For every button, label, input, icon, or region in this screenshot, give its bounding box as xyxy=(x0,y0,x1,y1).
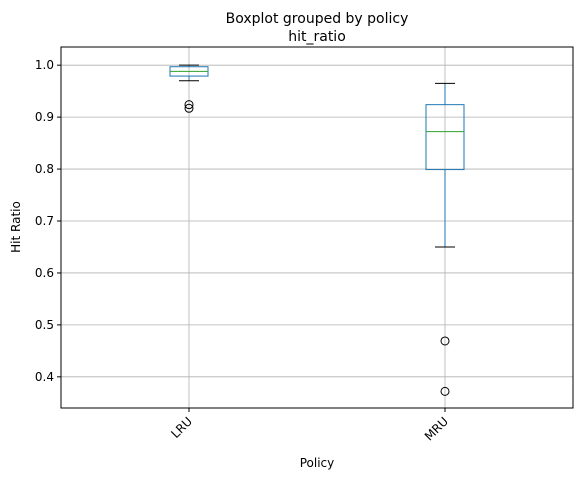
x-tick-label: MRU xyxy=(422,414,451,443)
box-iqr xyxy=(425,104,465,171)
y-tick-label: 0.5 xyxy=(35,318,54,332)
chart-suptitle: Boxplot grouped by policy xyxy=(226,11,409,27)
outlier-point xyxy=(184,103,194,113)
chart-title: hit_ratio xyxy=(288,29,346,45)
y-tick-label: 0.8 xyxy=(35,162,54,176)
box-series xyxy=(169,64,465,396)
x-axis-ticks: LRU MRU xyxy=(168,408,451,444)
y-tick-label: 0.7 xyxy=(35,214,54,228)
y-tick-label: 0.9 xyxy=(35,110,54,124)
y-tick-label: 1.0 xyxy=(35,58,54,72)
outlier-point xyxy=(440,336,450,346)
x-tick-label: LRU xyxy=(168,414,195,441)
grid-lines xyxy=(61,47,573,408)
y-axis-label: Hit Ratio xyxy=(9,201,23,253)
y-axis-ticks: 0.4 0.5 0.6 0.7 0.8 0.9 1.0 xyxy=(35,58,61,384)
x-axis-label: Policy xyxy=(300,456,335,470)
plot-frame xyxy=(60,46,574,409)
y-tick-label: 0.6 xyxy=(35,266,54,280)
box-lru xyxy=(169,64,209,113)
outlier-point xyxy=(184,100,194,110)
y-tick-label: 0.4 xyxy=(35,370,54,384)
outlier-point xyxy=(440,386,450,396)
box-mru xyxy=(425,82,465,396)
